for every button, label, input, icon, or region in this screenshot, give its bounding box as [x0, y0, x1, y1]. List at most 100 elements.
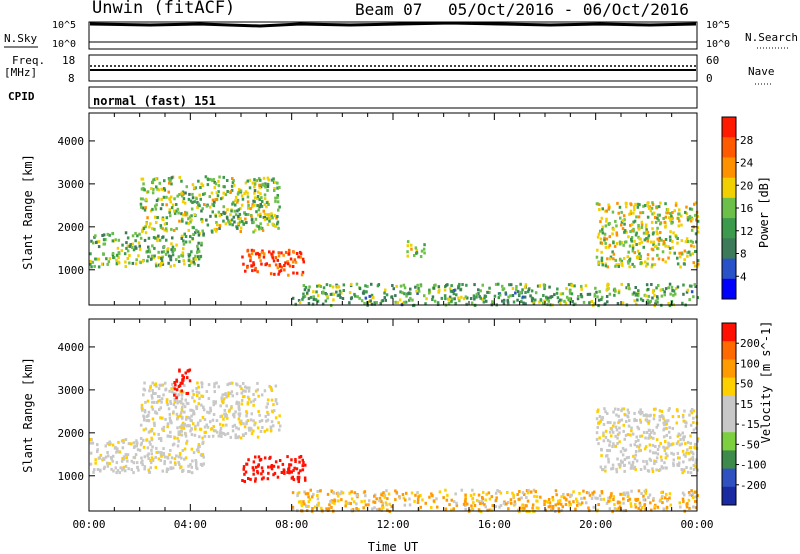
- data-cell: [688, 493, 692, 497]
- data-cell: [158, 181, 161, 185]
- data-cell: [625, 491, 628, 495]
- data-cell: [646, 257, 650, 261]
- data-cell: [614, 425, 618, 429]
- data-cell: [263, 389, 267, 393]
- data-cell: [140, 441, 143, 445]
- data-cell: [665, 433, 668, 437]
- data-cell: [202, 232, 205, 236]
- data-cell: [488, 497, 492, 501]
- data-cell: [244, 181, 248, 185]
- data-cell: [686, 251, 689, 255]
- data-cell: [200, 381, 203, 385]
- data-cell: [268, 250, 271, 254]
- data-cell: [607, 460, 610, 464]
- data-cell: [620, 261, 624, 265]
- data-cell: [104, 455, 108, 459]
- data-cell: [167, 254, 171, 258]
- data-cell: [135, 444, 138, 448]
- data-cell: [677, 432, 681, 436]
- data-cell: [490, 495, 494, 499]
- data-cell: [126, 257, 129, 260]
- data-cell: [690, 290, 694, 294]
- noise-tick-left-low: 10^0: [52, 39, 76, 50]
- data-cell: [626, 495, 630, 498]
- data-cell: [688, 250, 691, 254]
- data-cell: [603, 238, 606, 242]
- data-cell: [665, 426, 668, 430]
- data-cell: [672, 458, 675, 462]
- data-cell: [645, 462, 649, 466]
- data-cell: [168, 416, 172, 420]
- data-cell: [145, 197, 148, 201]
- data-cell: [179, 414, 182, 418]
- data-cell: [447, 301, 451, 305]
- data-cell: [588, 493, 592, 497]
- data-cell: [653, 459, 656, 463]
- data-cell: [173, 397, 176, 401]
- data-cell: [157, 450, 160, 454]
- data-cell: [266, 188, 269, 192]
- data-cell: [273, 189, 276, 192]
- data-cell: [660, 410, 664, 413]
- data-cell: [258, 185, 261, 189]
- data-cell: [100, 262, 104, 266]
- data-cell: [652, 417, 656, 421]
- data-cell: [266, 176, 270, 180]
- data-cell: [469, 494, 473, 497]
- data-cell: [182, 259, 185, 263]
- data-cell: [217, 210, 221, 214]
- data-cell: [166, 425, 169, 429]
- data-cell: [90, 265, 93, 269]
- data-cell: [417, 508, 421, 512]
- data-cell: [120, 439, 124, 443]
- colorbar-segment: [722, 414, 736, 433]
- colorbar-segment: [722, 258, 736, 280]
- data-cell: [270, 389, 274, 392]
- data-cell: [96, 448, 99, 452]
- data-cell: [664, 260, 667, 264]
- data-cell: [132, 455, 136, 459]
- data-cell: [182, 375, 185, 379]
- data-cell: [184, 434, 188, 438]
- data-cell: [190, 207, 194, 211]
- data-cell: [277, 226, 280, 230]
- data-cell: [619, 216, 622, 220]
- data-cell: [106, 262, 109, 266]
- data-cell: [89, 259, 92, 263]
- data-cell: [553, 293, 556, 297]
- data-cell: [183, 424, 186, 428]
- data-cell: [269, 455, 272, 459]
- data-cell: [124, 464, 128, 468]
- data-cell: [647, 421, 650, 425]
- data-cell: [265, 405, 268, 409]
- data-cell: [202, 462, 205, 466]
- data-cell: [543, 499, 546, 503]
- data-cell: [606, 282, 610, 286]
- data-cell: [257, 410, 260, 413]
- data-cell: [576, 503, 579, 507]
- y-tick-label: 1000: [58, 264, 85, 277]
- data-cell: [199, 197, 202, 201]
- data-cell: [170, 248, 173, 252]
- data-cell: [165, 216, 169, 220]
- data-cell: [621, 446, 625, 450]
- data-cell: [632, 466, 635, 470]
- data-cell: [121, 243, 124, 247]
- data-cell: [127, 467, 130, 471]
- data-cell: [684, 424, 688, 428]
- data-cell: [259, 203, 262, 206]
- data-cell: [342, 283, 346, 287]
- data-cell: [381, 504, 384, 508]
- data-cell: [521, 295, 525, 299]
- data-cell: [162, 195, 166, 199]
- data-cell: [656, 300, 659, 304]
- data-cell: [496, 489, 499, 493]
- data-cell: [183, 422, 186, 426]
- data-cell: [220, 434, 223, 438]
- data-cell: [341, 491, 345, 495]
- data-cell: [182, 402, 185, 406]
- data-cell: [661, 495, 664, 499]
- data-cell: [212, 204, 216, 208]
- data-cell: [184, 456, 188, 460]
- data-cell: [628, 259, 631, 262]
